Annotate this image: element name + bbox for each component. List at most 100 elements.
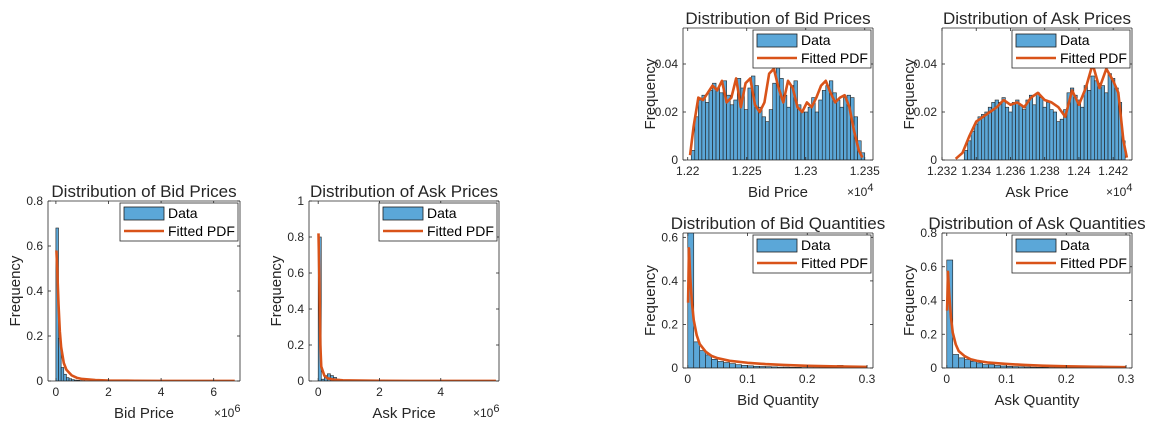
histogram-bar [821, 90, 827, 160]
histogram-bar [1104, 92, 1109, 160]
histogram-bar [60, 367, 65, 381]
y-tick-label: 1 [297, 194, 304, 208]
histogram-bar [984, 111, 989, 160]
histogram-bar [726, 94, 731, 160]
histogram-bar [701, 94, 706, 160]
histogram-bar [1107, 73, 1112, 160]
histogram-bar [1025, 99, 1030, 160]
histogram-bar [814, 111, 820, 160]
x-tick-label: 0.3 [859, 372, 876, 386]
histogram-bar [1076, 99, 1081, 160]
histogram-bar [1028, 94, 1034, 160]
fitted-pdf-line [55, 250, 235, 381]
x-tick-label: 4 [437, 385, 444, 399]
y-axis-label: Frequency [901, 58, 918, 129]
x-tick-label: 0 [315, 385, 322, 399]
fitted-pdf-line [688, 67, 864, 159]
histogram-bar [1005, 106, 1010, 160]
histogram-bars [317, 236, 347, 381]
x-tick-label: 2 [105, 385, 112, 399]
chart-title: Distribution of Ask Prices [310, 182, 498, 201]
x-tick-label: 1.236 [995, 164, 1025, 178]
histogram-bar [1001, 97, 1006, 160]
y-axis-label: Frequency [268, 255, 285, 326]
legend-swatch-data [756, 238, 798, 253]
histogram-bar [758, 106, 763, 160]
histogram-bar [786, 106, 791, 160]
histogram-bar [747, 87, 752, 160]
axis-exponent: ×106 [214, 403, 240, 420]
histogram-bar [1011, 102, 1016, 160]
histogram-bar [958, 357, 966, 368]
legend: Data Fitted PDF [1011, 29, 1131, 69]
x-axis-label: Bid Price [114, 405, 174, 422]
histogram-bar [1032, 104, 1037, 160]
legend-swatch-data [1015, 33, 1057, 48]
histogram-bar [800, 111, 805, 160]
histogram-bar [698, 99, 703, 160]
axis-exponent: ×104 [847, 182, 873, 199]
histogram-bar [1008, 111, 1013, 160]
histogram-bar [1083, 85, 1088, 160]
histogram-bar [715, 87, 720, 160]
x-tick-label: 0.1 [998, 372, 1015, 386]
histogram-bar [712, 82, 717, 160]
y-tick-label: 0.04 [914, 57, 938, 71]
x-tick-label: 1.235 [850, 164, 880, 178]
histogram-bar [705, 102, 710, 160]
y-tick-label: 0 [930, 361, 937, 375]
y-tick-label: 0.02 [655, 105, 679, 119]
y-axis-label: Frequency [642, 265, 659, 336]
histogram-bar [797, 104, 802, 160]
histogram-bar [790, 85, 795, 160]
legend: Data Fitted PDF [119, 202, 239, 242]
x-tick-label: 1.22 [676, 164, 700, 178]
histogram-bar [761, 116, 766, 160]
y-tick-label: 0.2 [287, 338, 304, 352]
y-tick-label: 0.4 [26, 284, 43, 298]
histogram-bar [1100, 85, 1105, 160]
histogram-bar [754, 85, 759, 160]
legend-label-fitted: Fitted PDF [1060, 255, 1127, 271]
histogram-bar [699, 350, 707, 368]
histogram-bar [843, 97, 848, 160]
y-tick-label: 0.4 [287, 302, 304, 316]
fitted-pdf-line [954, 62, 1129, 160]
histogram-bar [967, 140, 972, 160]
histogram-bar [693, 341, 701, 368]
histogram-bar [1018, 104, 1023, 160]
histogram-bar [976, 362, 983, 368]
histogram-bar [1056, 121, 1061, 160]
y-tick-label: 0.8 [26, 194, 43, 208]
histogram-bar [729, 363, 736, 368]
legend-label-data: Data [168, 205, 198, 221]
x-tick-label: 1.238 [1030, 164, 1060, 178]
histogram-bar [988, 364, 995, 368]
x-tick-label: 0 [684, 372, 691, 386]
y-axis-label: Frequency [901, 265, 918, 336]
chart-title: Distribution of Bid Quantities [671, 214, 886, 233]
x-tick-label: 1.232 [927, 164, 957, 178]
y-tick-label: 0.2 [26, 329, 43, 343]
histogram-bar [982, 364, 989, 368]
subplot-1: 0 2 4 6 0 0.2 0.4 0.6 0.8 Distribution of Bid Pri… [7, 182, 240, 422]
fitted-pdf-line [317, 233, 496, 381]
histogram-bar [977, 116, 982, 160]
histogram-bars [946, 259, 1103, 368]
chart-title: Distribution of Bid Prices [51, 182, 236, 201]
histogram-bar [1042, 106, 1047, 160]
histogram-bar [974, 123, 979, 160]
histogram-bar [1046, 102, 1051, 160]
x-tick-label: 6 [210, 385, 217, 399]
histogram-bar [711, 358, 718, 368]
histogram-bar [729, 104, 735, 160]
x-tick-label: 0.2 [799, 372, 816, 386]
histogram-bar [783, 94, 788, 160]
histogram-bar [1052, 111, 1057, 160]
x-tick-label: 1.234 [961, 164, 991, 178]
y-tick-label: 0.2 [661, 317, 678, 331]
histogram-bar [765, 121, 770, 160]
histogram-bar [744, 109, 749, 160]
histogram-bar [735, 364, 742, 368]
